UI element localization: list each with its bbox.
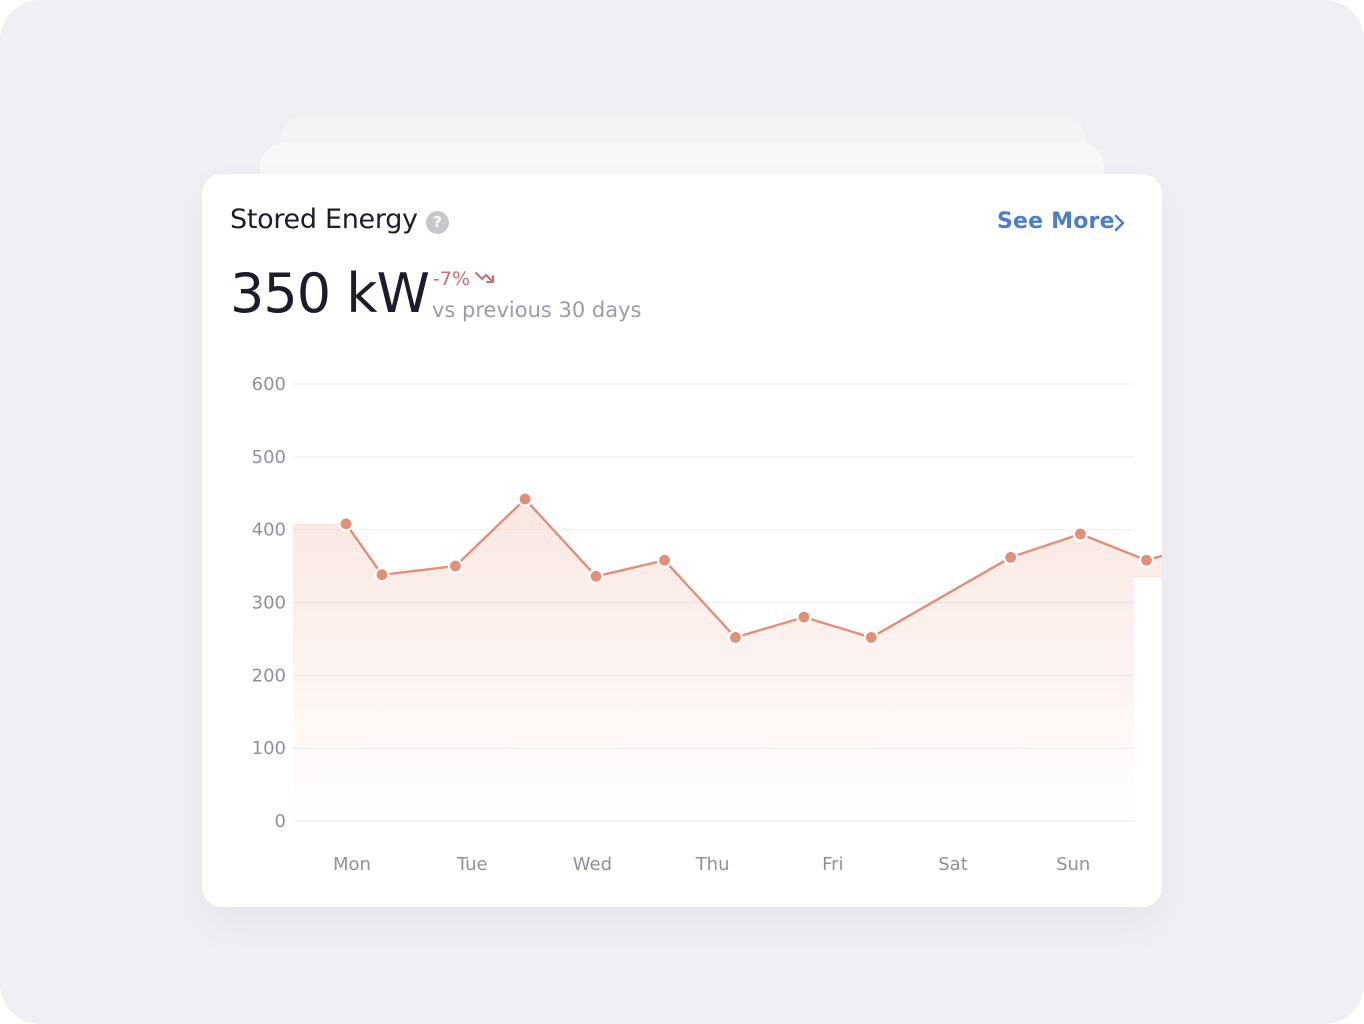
data-point[interactable]	[338, 516, 354, 532]
data-point[interactable]	[863, 629, 879, 646]
y-tick-label: 200	[252, 665, 286, 686]
question-circle-icon[interactable]: ?	[426, 211, 449, 234]
data-point[interactable]	[727, 629, 744, 646]
stored-energy-value: 350 kW	[230, 262, 430, 325]
y-tick-label: 500	[252, 447, 286, 468]
data-point[interactable]	[1138, 552, 1155, 568]
data-point[interactable]	[1003, 549, 1019, 565]
y-tick-label: 400	[252, 520, 286, 541]
x-tick-label: Sun	[1056, 854, 1090, 875]
y-tick-label: 100	[252, 738, 286, 759]
x-tick-label: Fri	[822, 854, 843, 875]
x-tick-label: Tue	[456, 854, 488, 875]
y-tick-label: 600	[252, 374, 286, 395]
series-line	[345, 497, 1162, 639]
energy-line-chart: 600 500 400 300 200 100 0 Mon Tue Wed Thu Fri Sat Su…	[252, 374, 1162, 875]
x-tick-label: Wed	[573, 854, 612, 875]
data-point[interactable]	[374, 567, 390, 583]
x-tick-label: Sat	[938, 854, 968, 875]
delta-percent: -7%	[433, 268, 470, 290]
data-point[interactable]	[588, 568, 604, 584]
series-area	[293, 499, 1162, 821]
chevron-right-icon[interactable]	[1112, 212, 1128, 234]
x-tick-label: Thu	[695, 854, 730, 875]
comparison-label: vs previous 30 days	[432, 298, 642, 322]
data-point[interactable]	[517, 491, 533, 507]
see-more-link[interactable]: See More	[997, 209, 1115, 234]
card-title: Stored Energy	[230, 204, 418, 235]
y-tick-label: 300	[252, 593, 286, 614]
y-tick-label: 0	[275, 811, 286, 832]
data-point[interactable]	[656, 552, 673, 568]
data-point[interactable]	[447, 558, 463, 574]
data-point[interactable]	[1072, 526, 1089, 542]
stored-energy-card: Stored Energy ? See More 350 kW -7% vs p…	[202, 174, 1162, 907]
data-point[interactable]	[796, 609, 812, 625]
trend-down-icon	[475, 272, 494, 283]
x-tick-label: Mon	[333, 854, 371, 875]
